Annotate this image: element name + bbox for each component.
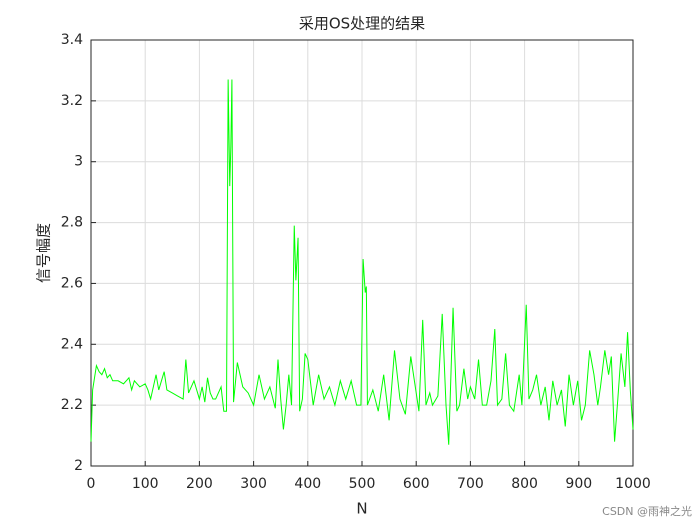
plot-frame <box>90 39 634 467</box>
y-tick-label: 2 <box>74 458 83 474</box>
y-axis-label: 信号幅度 <box>35 223 53 283</box>
x-tick-label: 900 <box>565 476 592 492</box>
x-tick-label: 800 <box>511 476 538 492</box>
x-tick-label: 500 <box>349 476 376 492</box>
y-tick-label: 2.6 <box>61 275 83 291</box>
x-tick-label: 100 <box>132 476 159 492</box>
y-tick-label: 2.8 <box>61 215 83 231</box>
x-axis-label: N <box>356 500 367 518</box>
y-tick-label: 3 <box>74 154 83 170</box>
x-tick-label: 600 <box>403 476 430 492</box>
y-tick-label: 2.2 <box>61 397 83 413</box>
y-tick-label: 3.2 <box>61 93 83 109</box>
x-tick-label: 0 <box>87 476 96 492</box>
x-tick-label: 1000 <box>615 476 651 492</box>
data-line <box>90 79 634 445</box>
x-tick-label: 700 <box>457 476 484 492</box>
watermark: CSDN @雨神之光 <box>602 504 692 518</box>
x-tick-label: 200 <box>186 476 213 492</box>
y-tick-label: 3.4 <box>61 32 83 48</box>
x-tick-label: 300 <box>240 476 267 492</box>
chart-title: 采用OS处理的结果 <box>299 15 425 33</box>
y-tick-label: 2.4 <box>61 336 83 352</box>
x-tick-label: 400 <box>294 476 321 492</box>
